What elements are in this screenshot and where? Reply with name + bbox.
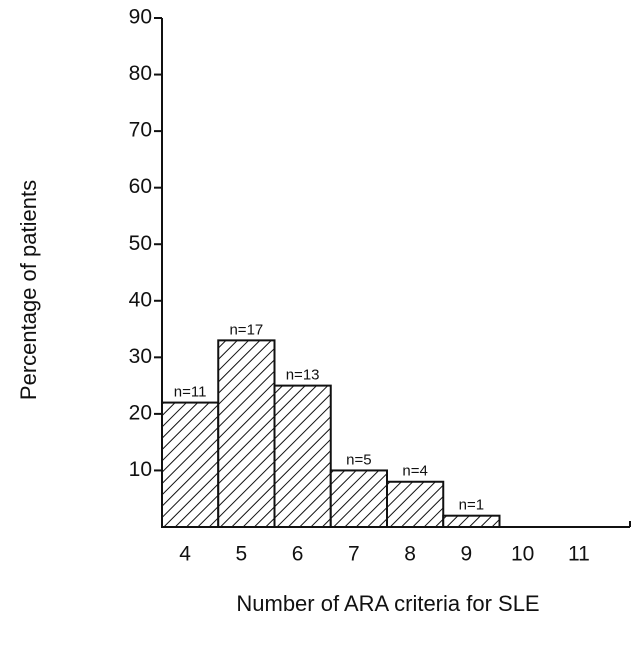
bar-label: n=5	[346, 451, 371, 468]
x-tick-label: 4	[179, 543, 191, 566]
bar	[273, 384, 332, 528]
x-tick-label: 8	[404, 543, 416, 566]
y-axis-label: Percentage of patients	[16, 180, 41, 400]
bar-label: n=13	[286, 367, 320, 384]
x-tick-label: 9	[461, 543, 473, 566]
y-tick-label: 90	[129, 6, 152, 29]
x-tick-label: 6	[292, 543, 304, 566]
y-tick-label: 10	[129, 458, 152, 481]
bar-label: n=1	[459, 497, 484, 514]
bar-label: n=4	[402, 463, 427, 480]
y-tick-label: 70	[129, 119, 152, 142]
bar	[386, 480, 445, 528]
y-tick-label: 20	[129, 401, 152, 424]
bar	[442, 514, 501, 529]
x-axis-label: Number of ARA criteria for SLE	[236, 591, 539, 616]
bar	[161, 401, 220, 529]
y-tick-label: 30	[129, 345, 152, 368]
x-tick-label: 10	[511, 543, 534, 566]
x-tick-label: 11	[568, 543, 590, 566]
x-tick-label: 5	[236, 543, 248, 566]
bar	[329, 469, 388, 529]
bar-label: n=11	[174, 384, 207, 401]
y-tick-label: 80	[129, 62, 152, 85]
x-tick-label: 7	[348, 543, 360, 566]
y-tick-label: 60	[129, 175, 152, 198]
bar-label: n=17	[229, 321, 263, 338]
y-tick-label: 40	[129, 288, 152, 311]
bar	[217, 339, 276, 528]
y-tick-label: 50	[129, 232, 152, 255]
